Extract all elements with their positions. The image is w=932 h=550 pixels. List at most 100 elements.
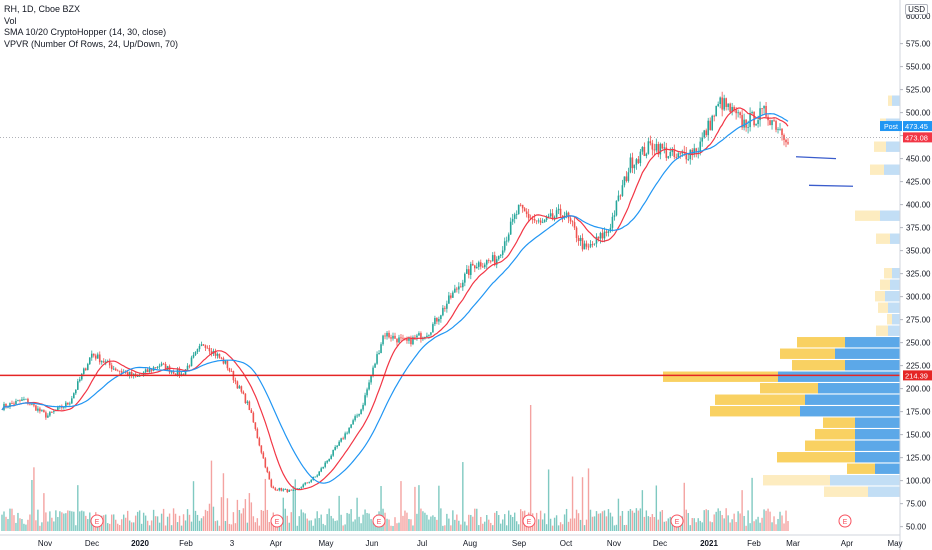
- candle-body: [160, 363, 163, 366]
- candle-body: [400, 337, 402, 339]
- candle-body: [184, 369, 187, 375]
- legend-vol[interactable]: Vol: [4, 15, 17, 26]
- volume-bar: [356, 497, 358, 531]
- volume-bar: [33, 467, 35, 531]
- y-tick-label: 325.00: [906, 270, 931, 279]
- legend[interactable]: RH, 1D, Cboe BZX Vol SMA 10/20 CryptoHop…: [4, 4, 178, 50]
- candle-body: [13, 403, 15, 405]
- volume-bar: [769, 511, 771, 531]
- candle-body: [304, 482, 307, 485]
- volume-bar: [218, 525, 221, 531]
- candle-body: [428, 334, 430, 336]
- volume-bar: [41, 522, 43, 531]
- volume-bar: [486, 514, 488, 531]
- vp-up-volume: [845, 337, 900, 348]
- earnings-marker[interactable]: [522, 514, 536, 528]
- candle-body: [49, 412, 51, 416]
- volume-bar: [510, 514, 512, 531]
- candle-body: [442, 307, 444, 316]
- volume-bar: [228, 523, 231, 531]
- earnings-marker[interactable]: [270, 514, 284, 528]
- candle-body: [406, 338, 408, 341]
- candle-body: [565, 212, 568, 216]
- earnings-marker[interactable]: [670, 514, 684, 528]
- volume-bar: [286, 515, 288, 531]
- volume-bar: [105, 514, 107, 531]
- hline-price-value: 214.39: [905, 371, 928, 380]
- volume-bar: [631, 510, 634, 531]
- volume-bar: [75, 525, 77, 531]
- volume-bar: [164, 525, 167, 531]
- candle-body: [11, 403, 13, 404]
- candle-body: [404, 337, 406, 339]
- candle-body: [410, 337, 412, 345]
- candle-body: [344, 433, 346, 439]
- volume-bar: [573, 518, 576, 531]
- overlays[interactable]: [0, 136, 900, 377]
- volume-bar: [482, 523, 484, 531]
- earnings-marker[interactable]: [838, 514, 852, 528]
- legend-title[interactable]: RH, 1D, Cboe BZX: [4, 4, 81, 14]
- volume-bar: [258, 525, 261, 531]
- volume-bar: [587, 468, 590, 531]
- time-axis[interactable]: Nov Dec 2020 Feb 3 Apr May Jun Jul Aug Sep Oct Nov De…: [0, 534, 903, 548]
- candle-body: [5, 403, 7, 407]
- candle-body: [609, 227, 612, 232]
- volume-bar: [270, 521, 273, 531]
- candle-body: [466, 269, 468, 274]
- vp-down-volume: [823, 417, 855, 428]
- candle-body: [537, 220, 540, 222]
- candle-body: [112, 368, 115, 370]
- volume-bar: [713, 514, 715, 531]
- volume-bar: [426, 514, 428, 531]
- volume-bar: [541, 519, 544, 531]
- volume-bar: [242, 508, 245, 531]
- legend-sma[interactable]: SMA 10/20 CryptoHopper (14, 30, close): [4, 27, 167, 37]
- trend-line[interactable]: [795, 156, 837, 160]
- volume-bar: [63, 513, 65, 531]
- legend-vpvr[interactable]: VPVR (Number Of Rows, 24, Up/Down, 70): [4, 38, 179, 49]
- vp-up-volume: [885, 291, 900, 302]
- vp-down-volume: [887, 314, 892, 325]
- vp-down-volume: [780, 348, 835, 359]
- candle-body: [228, 368, 231, 371]
- volume-bar: [372, 521, 374, 531]
- earnings-marker[interactable]: [372, 514, 386, 528]
- trend-line[interactable]: [808, 184, 854, 187]
- volume-bar: [198, 520, 201, 531]
- y-tick-label: 100.00: [906, 477, 931, 486]
- volume-bar: [234, 523, 237, 531]
- candle-body: [144, 369, 147, 373]
- volume-bar: [645, 510, 648, 531]
- volume-bar: [136, 511, 139, 531]
- volume-bar: [741, 490, 743, 531]
- candle-body: [547, 216, 550, 218]
- candle-body: [779, 128, 781, 130]
- vp-down-volume: [663, 371, 778, 382]
- volume-bar: [79, 511, 81, 531]
- currency-label[interactable]: USD: [905, 4, 928, 15]
- volume-bar: [49, 511, 51, 531]
- earnings-marker[interactable]: [90, 514, 104, 528]
- candle-body: [623, 176, 626, 186]
- candle-body: [675, 156, 678, 158]
- candle-body: [581, 237, 584, 250]
- volume-bar: [665, 521, 668, 531]
- candle-body: [196, 349, 199, 352]
- volume-bar: [23, 523, 25, 531]
- volume-bar: [669, 516, 671, 531]
- candle-body: [244, 393, 247, 404]
- candle-body: [462, 282, 464, 288]
- x-tick-label: Nov: [38, 539, 52, 548]
- candle-body: [208, 347, 211, 352]
- volume-bar: [659, 511, 662, 531]
- candle-body: [306, 482, 309, 484]
- volume-bar: [492, 525, 494, 531]
- candle-body: [390, 337, 392, 339]
- candle-body: [216, 353, 219, 356]
- volume-bar: [262, 510, 265, 531]
- volume-bar: [434, 516, 436, 531]
- vp-up-volume: [888, 302, 900, 313]
